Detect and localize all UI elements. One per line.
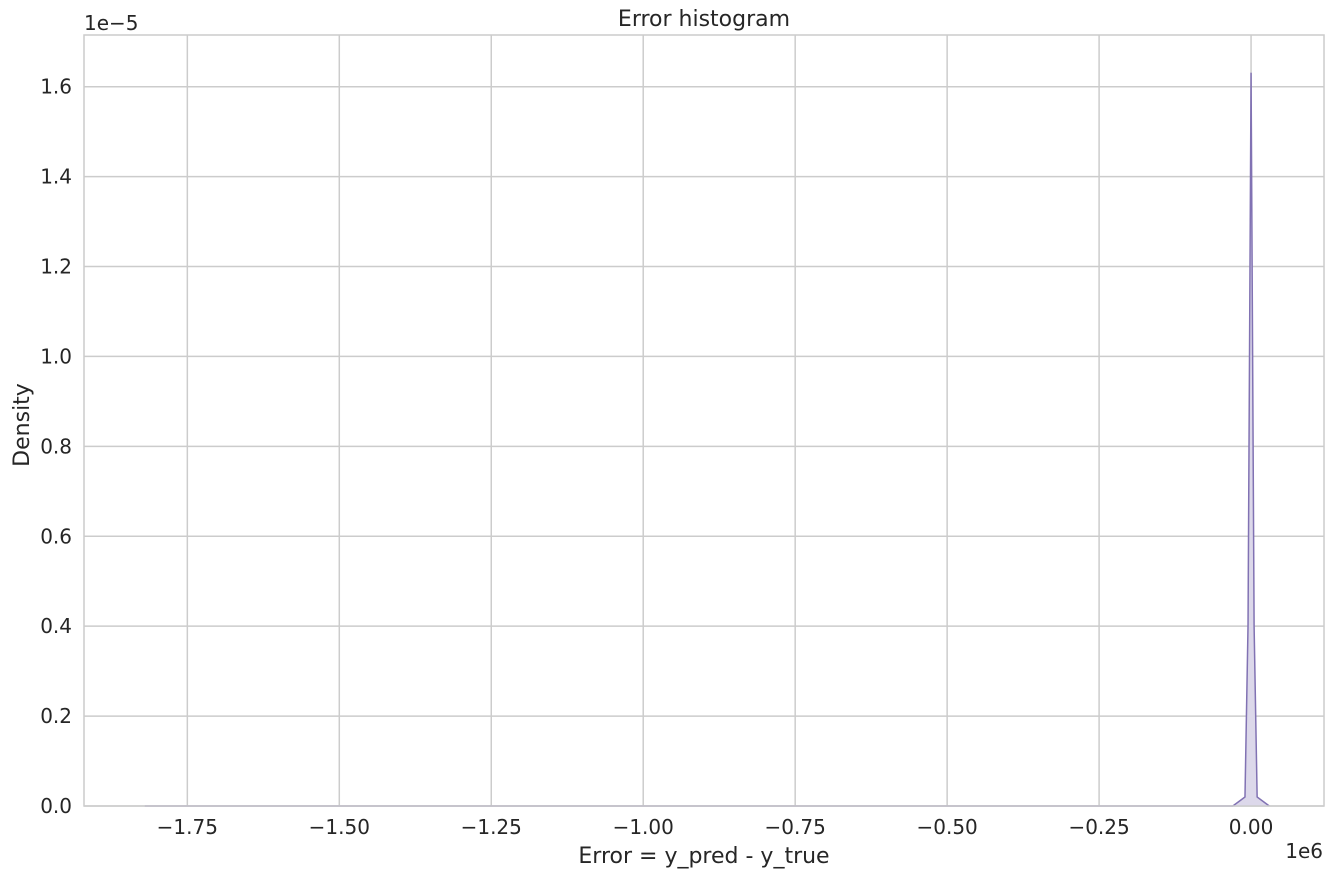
- y-tick-label: 1.6: [40, 75, 72, 99]
- x-tick-label: −0.25: [1068, 815, 1129, 839]
- y-axis-title: Density: [10, 383, 35, 467]
- x-tick-label: −1.50: [309, 815, 370, 839]
- x-tick-label: −0.75: [765, 815, 826, 839]
- x-tick-label: −1.00: [613, 815, 674, 839]
- y-tick-label: 0.4: [40, 614, 72, 638]
- x-tick-label: −1.25: [461, 815, 522, 839]
- y-tick-label: 0.8: [40, 434, 72, 458]
- x-tick-label: −1.75: [157, 815, 218, 839]
- x-offset-label: 1e6: [1285, 839, 1323, 863]
- y-offset-label: 1e−5: [84, 11, 139, 35]
- y-tick-labels: 0.0 0.2 0.4 0.6 0.8 1.0 1.2 1.4 1.6: [40, 75, 72, 818]
- x-tick-label: 0.00: [1229, 815, 1274, 839]
- plot-background: [84, 35, 1324, 806]
- y-tick-label: 0.0: [40, 794, 72, 818]
- x-tick-label: −0.50: [916, 815, 977, 839]
- plot-frame: [83, 34, 1325, 807]
- x-tick-labels: −1.75 −1.50 −1.25 −1.00 −0.75 −0.50 −0.25 0.00: [157, 815, 1274, 839]
- y-tick-label: 1.2: [40, 255, 72, 279]
- y-tick-label: 0.6: [40, 524, 72, 548]
- y-tick-label: 1.4: [40, 165, 72, 189]
- chart-title: Error histogram: [618, 7, 790, 32]
- x-axis-title: Error = y_pred - y_true: [578, 844, 829, 869]
- grid: [84, 35, 1324, 807]
- y-tick-label: 1.0: [40, 344, 72, 368]
- y-tick-label: 0.2: [40, 704, 72, 728]
